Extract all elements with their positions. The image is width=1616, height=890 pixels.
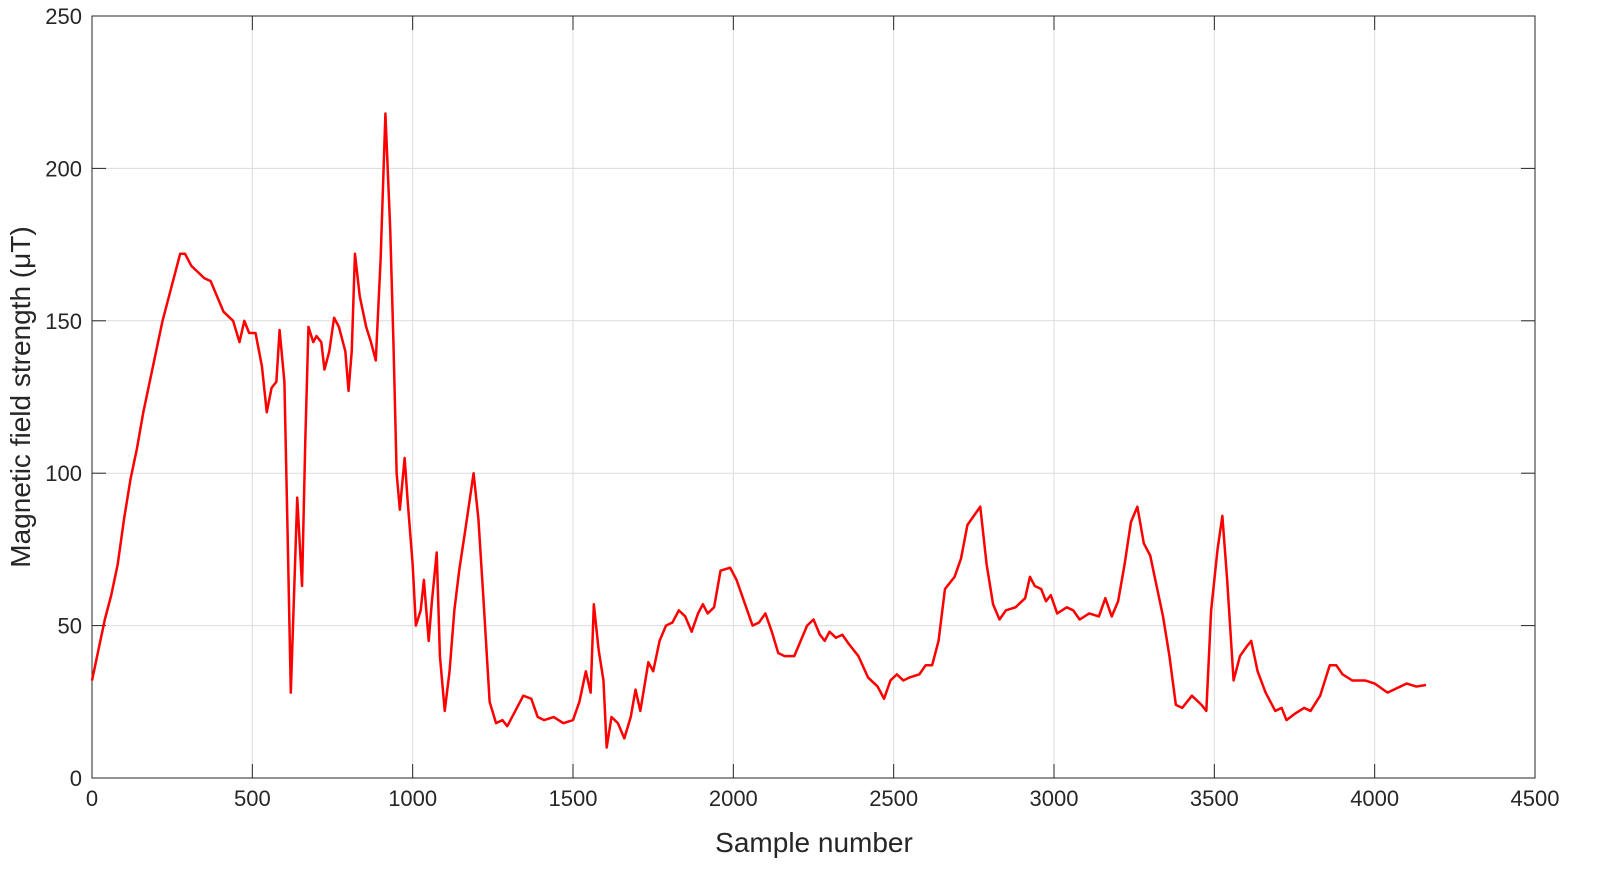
data-line bbox=[90, 112, 1427, 749]
y-tick-label: 100 bbox=[45, 461, 82, 486]
x-tick-label: 4500 bbox=[1511, 786, 1560, 811]
x-axis-label: Sample number bbox=[715, 827, 913, 858]
plot-frame bbox=[91, 15, 1536, 779]
x-tick-label: 3000 bbox=[1030, 786, 1079, 811]
x-tick-label: 500 bbox=[234, 786, 271, 811]
x-tick-label: 1000 bbox=[388, 786, 437, 811]
y-tick-label: 250 bbox=[45, 4, 82, 29]
x-tick-label: 2000 bbox=[709, 786, 758, 811]
x-tick-label: 0 bbox=[86, 786, 98, 811]
x-tick-label: 3500 bbox=[1190, 786, 1239, 811]
y-tick-label: 200 bbox=[45, 156, 82, 181]
x-tick-label: 2500 bbox=[869, 786, 918, 811]
y-tick-label: 150 bbox=[45, 309, 82, 334]
x-tick-label: 4000 bbox=[1350, 786, 1399, 811]
y-tick-label: 0 bbox=[70, 766, 82, 791]
x-tick-label: 1500 bbox=[549, 786, 598, 811]
y-tick-label: 50 bbox=[58, 614, 82, 639]
y-axis-label: Magnetic field strength (μT) bbox=[5, 226, 36, 567]
